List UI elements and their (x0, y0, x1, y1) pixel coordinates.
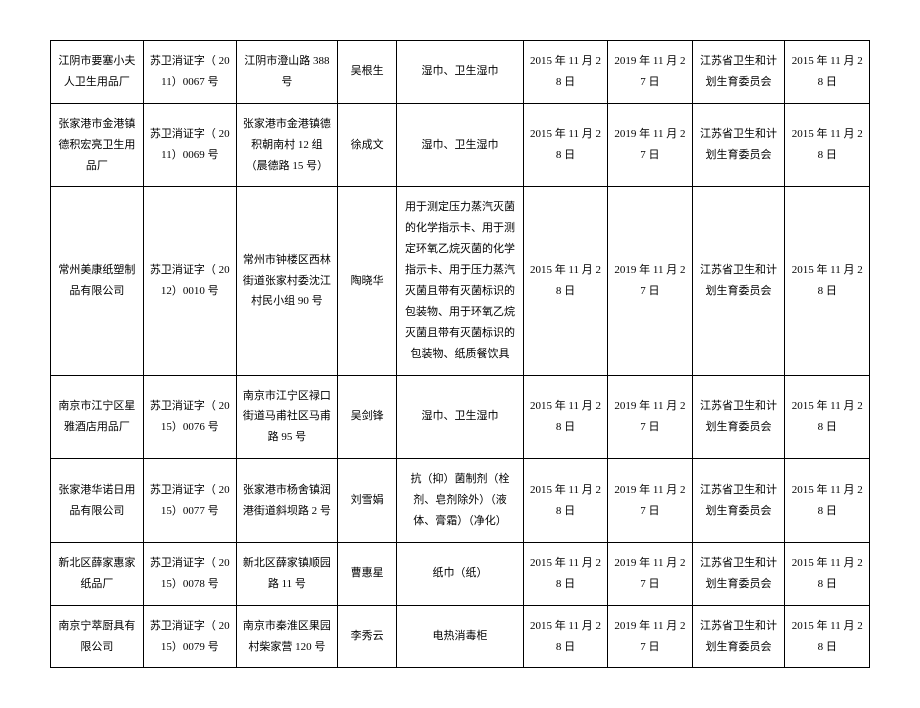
cell-col-9: 2015 年 11 月 28 日 (785, 103, 870, 187)
cell-col-7: 2019 年 11 月 27 日 (608, 459, 692, 543)
cell-col-3: 张家港市杨舍镇润港街道斜坝路 2 号 (236, 459, 337, 543)
cell-col-2: 苏卫消证字（ 2011）0069 号 (143, 103, 236, 187)
cell-col-7: 2019 年 11 月 27 日 (608, 542, 692, 605)
cell-col-2: 苏卫消证字（ 2015）0077 号 (143, 459, 236, 543)
cell-col-2: 苏卫消证字（ 2015）0078 号 (143, 542, 236, 605)
cell-col-8: 江苏省卫生和计划生育委员会 (692, 375, 785, 459)
cell-col-1: 张家港华诺日用品有限公司 (51, 459, 144, 543)
cell-col-9: 2015 年 11 月 28 日 (785, 187, 870, 375)
cell-col-8: 江苏省卫生和计划生育委员会 (692, 187, 785, 375)
cell-col-3: 江阴市澄山路 388 号 (236, 41, 337, 104)
cell-col-6: 2015 年 11 月 28 日 (523, 375, 607, 459)
cell-col-3: 张家港市金港镇德积朝南村 12 组（晨德路 15 号） (236, 103, 337, 187)
cell-col-5: 湿巾、卫生湿巾 (397, 41, 524, 104)
cell-col-1: 张家港市金港镇德积宏亮卫生用品厂 (51, 103, 144, 187)
table-row: 南京宁萃厨具有限公司苏卫消证字（ 2015）0079 号南京市秦淮区果园村柴家营… (51, 605, 870, 668)
cell-col-4: 刘雪娟 (338, 459, 397, 543)
cell-col-6: 2015 年 11 月 28 日 (523, 103, 607, 187)
cell-col-1: 新北区薛家惠家纸品厂 (51, 542, 144, 605)
cell-col-2: 苏卫消证字（ 2015）0076 号 (143, 375, 236, 459)
table-row: 张家港市金港镇德积宏亮卫生用品厂苏卫消证字（ 2011）0069 号张家港市金港… (51, 103, 870, 187)
cell-col-4: 陶晓华 (338, 187, 397, 375)
cell-col-6: 2015 年 11 月 28 日 (523, 605, 607, 668)
cell-col-6: 2015 年 11 月 28 日 (523, 459, 607, 543)
cell-col-4: 曹惠星 (338, 542, 397, 605)
cell-col-4: 吴根生 (338, 41, 397, 104)
cell-col-7: 2019 年 11 月 27 日 (608, 375, 692, 459)
table-row: 新北区薛家惠家纸品厂苏卫消证字（ 2015）0078 号新北区薛家镇顺园路 11… (51, 542, 870, 605)
cell-col-6: 2015 年 11 月 28 日 (523, 187, 607, 375)
cell-col-2: 苏卫消证字（ 2015）0079 号 (143, 605, 236, 668)
cell-col-6: 2015 年 11 月 28 日 (523, 41, 607, 104)
cell-col-9: 2015 年 11 月 28 日 (785, 542, 870, 605)
cell-col-4: 徐成文 (338, 103, 397, 187)
cell-col-7: 2019 年 11 月 27 日 (608, 187, 692, 375)
table-row: 南京市江宁区星雅酒店用品厂苏卫消证字（ 2015）0076 号南京市江宁区禄口街… (51, 375, 870, 459)
table-row: 张家港华诺日用品有限公司苏卫消证字（ 2015）0077 号张家港市杨舍镇润港街… (51, 459, 870, 543)
cell-col-5: 电热消毒柜 (397, 605, 524, 668)
cell-col-9: 2015 年 11 月 28 日 (785, 375, 870, 459)
cell-col-5: 纸巾（纸） (397, 542, 524, 605)
cell-col-7: 2019 年 11 月 27 日 (608, 41, 692, 104)
cell-col-7: 2019 年 11 月 27 日 (608, 605, 692, 668)
cell-col-8: 江苏省卫生和计划生育委员会 (692, 542, 785, 605)
cell-col-3: 新北区薛家镇顺园路 11 号 (236, 542, 337, 605)
table-body: 江阴市要塞小夫人卫生用品厂苏卫消证字（ 2011）0067 号江阴市澄山路 38… (51, 41, 870, 668)
cell-col-8: 江苏省卫生和计划生育委员会 (692, 459, 785, 543)
cell-col-1: 南京宁萃厨具有限公司 (51, 605, 144, 668)
cell-col-3: 南京市秦淮区果园村柴家营 120 号 (236, 605, 337, 668)
cell-col-5: 抗（抑）菌制剂（栓剂、皂剂除外）（液体、膏霜）（净化） (397, 459, 524, 543)
cell-col-4: 李秀云 (338, 605, 397, 668)
cell-col-2: 苏卫消证字（ 2012）0010 号 (143, 187, 236, 375)
cell-col-8: 江苏省卫生和计划生育委员会 (692, 41, 785, 104)
cell-col-4: 吴剑锋 (338, 375, 397, 459)
cell-col-6: 2015 年 11 月 28 日 (523, 542, 607, 605)
cell-col-9: 2015 年 11 月 28 日 (785, 605, 870, 668)
cell-col-3: 常州市钟楼区西林街道张家村委沈江村民小组 90 号 (236, 187, 337, 375)
cell-col-7: 2019 年 11 月 27 日 (608, 103, 692, 187)
cell-col-5: 湿巾、卫生湿巾 (397, 375, 524, 459)
cell-col-9: 2015 年 11 月 28 日 (785, 41, 870, 104)
cell-col-9: 2015 年 11 月 28 日 (785, 459, 870, 543)
cell-col-1: 江阴市要塞小夫人卫生用品厂 (51, 41, 144, 104)
table-row: 江阴市要塞小夫人卫生用品厂苏卫消证字（ 2011）0067 号江阴市澄山路 38… (51, 41, 870, 104)
cell-col-2: 苏卫消证字（ 2011）0067 号 (143, 41, 236, 104)
cell-col-8: 江苏省卫生和计划生育委员会 (692, 103, 785, 187)
cell-col-1: 南京市江宁区星雅酒店用品厂 (51, 375, 144, 459)
cell-col-5: 湿巾、卫生湿巾 (397, 103, 524, 187)
cell-col-8: 江苏省卫生和计划生育委员会 (692, 605, 785, 668)
table-row: 常州美康纸塑制品有限公司苏卫消证字（ 2012）0010 号常州市钟楼区西林街道… (51, 187, 870, 375)
cell-col-1: 常州美康纸塑制品有限公司 (51, 187, 144, 375)
cell-col-3: 南京市江宁区禄口街道马甫社区马甫路 95 号 (236, 375, 337, 459)
cell-col-5: 用于测定压力蒸汽灭菌的化学指示卡、用于测定环氧乙烷灭菌的化学指示卡、用于压力蒸汽… (397, 187, 524, 375)
license-table: 江阴市要塞小夫人卫生用品厂苏卫消证字（ 2011）0067 号江阴市澄山路 38… (50, 40, 870, 668)
